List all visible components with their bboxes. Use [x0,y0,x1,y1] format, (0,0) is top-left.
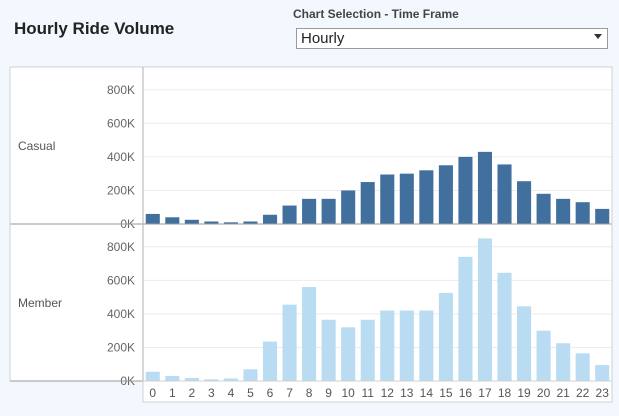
bar-casual-12 [380,174,395,224]
bar-member-22 [575,353,590,381]
x-tick-label: 19 [517,386,531,400]
chevron-down-icon [594,34,602,39]
x-tick-label: 15 [439,386,453,400]
bar-casual-2 [184,219,199,224]
bar-casual-16 [458,156,473,224]
bar-member-0 [145,371,160,381]
x-tick-label: 6 [267,386,274,400]
bar-member-17 [477,238,493,381]
x-tick-label: 18 [498,386,512,400]
bar-member-21 [556,343,571,381]
bar-member-5 [243,369,258,381]
bar-casual-3 [204,221,219,224]
bar-casual-17 [477,151,493,224]
x-tick-label: 2 [189,386,196,400]
time-frame-label: Chart Selection - Time Frame [293,7,459,21]
bar-casual-14 [419,170,434,224]
x-tick-label: 11 [361,386,374,400]
bar-casual-5 [243,221,258,224]
x-tick-label: 20 [537,386,551,400]
bar-member-15 [438,292,453,381]
bar-casual-18 [497,164,512,224]
bar-member-3 [204,379,219,381]
bar-member-1 [165,375,180,381]
bar-casual-13 [399,173,414,224]
x-tick-label: 7 [286,386,293,400]
bar-casual-4 [223,222,238,224]
x-tick-label: 16 [459,386,473,400]
x-tick-label: 12 [381,386,395,400]
y-tick-label: 800K [107,83,135,97]
time-frame-dropdown[interactable]: Hourly [296,28,608,49]
bar-member-6 [262,341,278,381]
bar-casual-11 [360,182,375,224]
bar-casual-6 [262,214,278,224]
chart-title: Hourly Ride Volume [14,19,175,38]
bar-casual-23 [595,208,610,224]
bar-member-10 [341,327,356,381]
bar-casual-8 [302,198,317,224]
x-tick-label: 1 [169,386,176,400]
y-tick-label: 600K [107,116,135,130]
series-label-member: Member [18,296,62,310]
bar-member-20 [536,330,551,381]
y-tick-label: 800K [107,240,135,254]
bar-member-2 [184,377,199,381]
bar-member-23 [595,365,610,381]
time-frame-value: Hourly [301,30,345,47]
bar-casual-22 [575,202,590,224]
series-label-casual: Casual [18,139,55,153]
y-tick-label: 200K [107,340,135,354]
bar-casual-1 [165,217,180,224]
x-tick-label: 0 [149,386,156,400]
bar-casual-9 [321,198,336,224]
bar-casual-10 [341,190,356,224]
y-tick-label: 400K [107,150,135,164]
x-tick-label: 17 [478,386,492,400]
bar-casual-20 [536,193,551,224]
x-tick-label: 14 [420,386,434,400]
x-tick-label: 3 [208,386,215,400]
x-tick-label: 10 [342,386,356,400]
bar-member-9 [321,319,336,381]
x-tick-label: 5 [247,386,254,400]
x-tick-label: 23 [596,386,610,400]
y-tick-label: 200K [107,183,135,197]
x-tick-label: 13 [400,386,414,400]
bar-member-14 [419,310,434,381]
bar-member-11 [360,319,375,381]
bar-member-18 [497,272,512,381]
bar-member-16 [458,256,473,381]
x-tick-label: 4 [228,386,235,400]
bar-casual-21 [556,198,571,224]
bar-member-8 [302,287,317,381]
bar-casual-19 [517,181,532,224]
bar-casual-15 [438,165,453,224]
bar-member-4 [223,378,238,381]
x-tick-label: 8 [306,386,313,400]
bar-member-19 [517,306,532,381]
bar-member-13 [399,310,414,381]
y-tick-label: 600K [107,273,135,287]
y-tick-label: 400K [107,307,135,321]
bar-casual-0 [145,213,160,224]
bar-member-7 [282,304,297,381]
bar-casual-7 [282,205,297,224]
bar-member-12 [380,310,395,381]
x-tick-label: 21 [556,386,570,400]
x-tick-label: 9 [325,386,332,400]
x-axis-band [142,380,613,403]
x-tick-label: 22 [576,386,590,400]
